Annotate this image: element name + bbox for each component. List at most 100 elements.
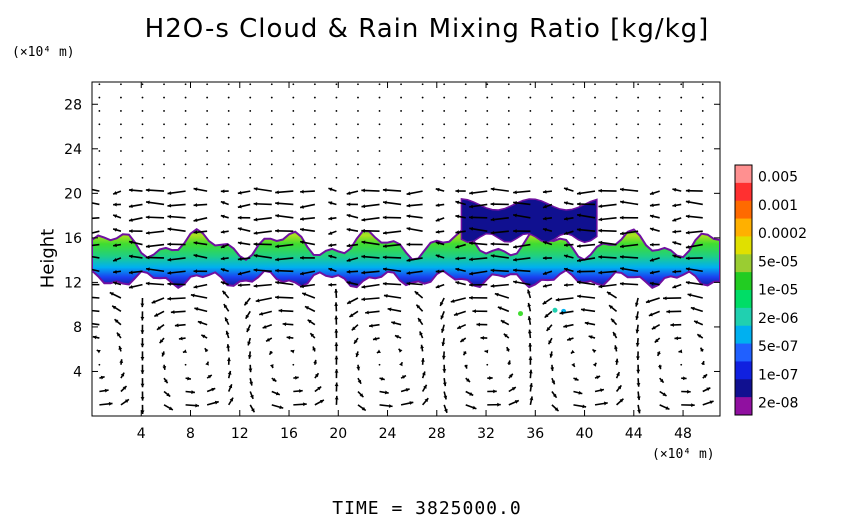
vector-head <box>300 284 304 289</box>
wind-vectors <box>81 83 714 415</box>
vector-dot <box>551 150 553 152</box>
vector-head <box>635 329 640 334</box>
vector-dot <box>680 96 683 99</box>
vector-dot <box>227 110 230 112</box>
vector-head <box>414 291 419 296</box>
vector-head <box>563 283 568 287</box>
vector-head <box>275 391 280 396</box>
vector-head <box>469 204 473 209</box>
vector-head <box>598 284 603 289</box>
vector-dot <box>206 163 209 166</box>
vector-dot <box>313 150 316 152</box>
vector-dot <box>658 110 661 112</box>
vector-dot <box>270 96 273 99</box>
vector-head <box>220 268 225 272</box>
vector-head <box>328 254 333 259</box>
vector-dot <box>206 176 209 179</box>
vector-dot <box>163 150 165 152</box>
vector-head <box>87 217 91 221</box>
vector-head <box>361 406 366 411</box>
vector-head <box>163 379 168 384</box>
vector-head <box>193 203 198 207</box>
vector-dot <box>464 123 467 126</box>
vector-head <box>455 200 460 205</box>
vector-dot <box>658 96 661 99</box>
vector-head <box>442 382 447 387</box>
vector-head <box>584 321 589 326</box>
vector-head <box>406 258 411 263</box>
vector-head <box>563 324 568 328</box>
vector-dot <box>701 110 704 112</box>
vector-head <box>140 357 145 361</box>
vector-dot <box>421 150 424 152</box>
x-tick-label: 20 <box>329 426 347 442</box>
vector-head <box>563 187 568 192</box>
vector-head <box>226 357 231 362</box>
vector-head <box>128 285 133 289</box>
vector-dot <box>486 363 489 366</box>
vector-head <box>549 353 554 358</box>
vector-head <box>619 255 624 259</box>
vector-dot <box>313 96 316 99</box>
vector-head <box>275 201 279 206</box>
vector-dot <box>270 123 273 126</box>
vector-dot <box>141 163 144 166</box>
vector-head <box>453 312 458 316</box>
vector-head <box>328 231 333 235</box>
vector-head <box>542 256 547 260</box>
vector-head <box>674 336 679 341</box>
vector-dot <box>421 123 424 126</box>
vector-dot <box>615 176 618 179</box>
vector-head <box>687 293 692 297</box>
vector-head <box>405 388 410 392</box>
vector-dot <box>443 96 446 99</box>
vector-dot <box>701 83 704 86</box>
x-tick-label: 8 <box>186 426 195 442</box>
vector-head <box>592 362 597 367</box>
colorbar-swatch <box>735 343 752 362</box>
vector-head <box>542 271 547 275</box>
vector-head <box>334 342 339 346</box>
vector-head <box>87 232 91 236</box>
vector-head <box>620 266 624 271</box>
vector-head <box>469 226 474 231</box>
vector-head <box>220 214 225 219</box>
vector-head <box>513 268 517 273</box>
colorbar-frame <box>734 164 753 416</box>
vector-head <box>489 376 493 380</box>
vector-head <box>418 318 422 323</box>
vector-dot <box>357 136 359 139</box>
vector-dot <box>486 110 489 112</box>
vector-head <box>372 336 377 341</box>
vector-head <box>649 214 654 219</box>
vector-head <box>170 310 175 314</box>
vector-head <box>346 280 351 285</box>
vector-dot <box>507 163 510 166</box>
vector-head <box>420 358 425 362</box>
vector-head <box>146 200 150 205</box>
vector-dot <box>357 163 359 166</box>
vector-head <box>328 267 333 272</box>
vector-head <box>193 230 198 235</box>
vector-head <box>81 295 85 299</box>
vector-dot <box>141 136 144 139</box>
vector-dot <box>529 83 532 86</box>
colorbar-swatch <box>735 290 752 309</box>
vector-head <box>167 270 172 275</box>
vector-head <box>649 281 654 286</box>
vector-head <box>193 253 198 258</box>
vector-head <box>387 307 392 312</box>
vector-dot <box>615 83 618 86</box>
vector-head <box>435 187 440 192</box>
vector-head <box>455 189 459 193</box>
vector-head <box>636 396 641 401</box>
vector-head <box>513 229 517 233</box>
vector-dot <box>249 123 252 126</box>
vector-dot <box>313 83 316 86</box>
vector-head <box>300 204 304 209</box>
vector-head <box>376 349 381 353</box>
vector-head <box>346 258 351 262</box>
vector-head <box>253 242 258 247</box>
vector-dot <box>313 136 316 139</box>
vector-head <box>237 283 242 288</box>
